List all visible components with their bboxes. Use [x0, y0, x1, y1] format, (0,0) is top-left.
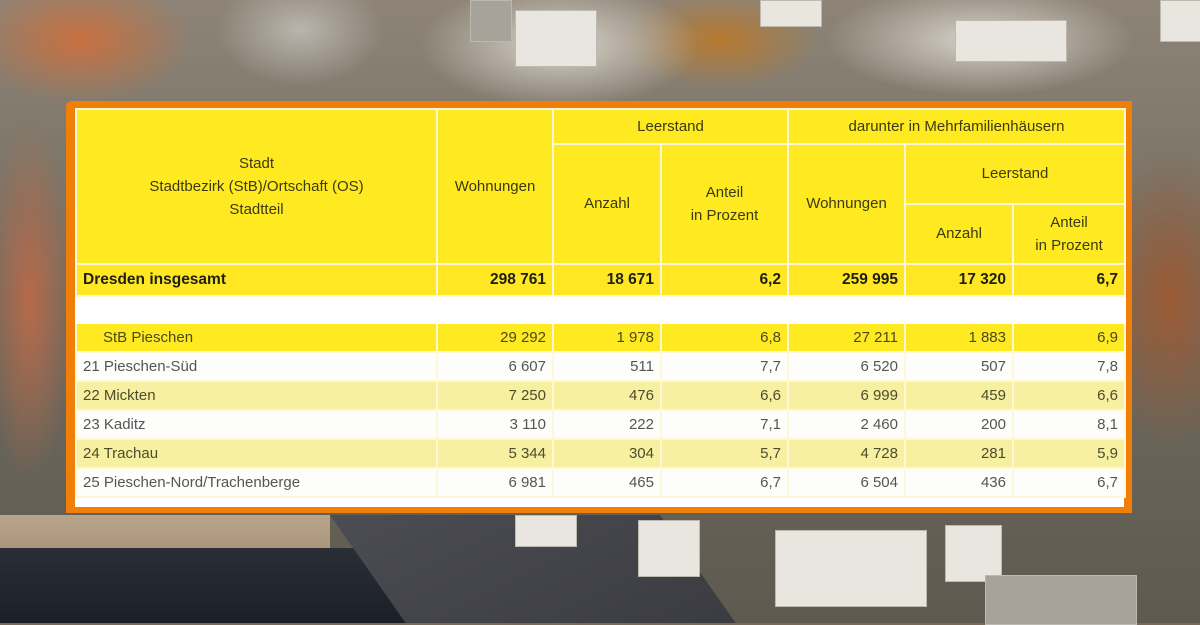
row-mfh-leer-anteil: 7,8	[1011, 351, 1127, 382]
row-mfh-wohnungen: 2 460	[787, 409, 906, 440]
row-leer-anzahl: 511	[552, 351, 662, 382]
row-leer-anzahl: 476	[552, 380, 662, 411]
building	[775, 530, 927, 607]
row-label: StB Pieschen	[75, 322, 438, 353]
total-mfh-wohnungen: 259 995	[787, 263, 906, 297]
row-mfh-leer-anzahl: 281	[904, 438, 1014, 469]
header-anteil-line2: in Prozent	[690, 207, 759, 224]
total-leer-anteil: 6,2	[660, 263, 789, 297]
row-label: 22 Mickten	[75, 380, 438, 411]
row-mfh-wohnungen: 6 520	[787, 351, 906, 382]
header-leer-anteil: Anteil in Prozent	[660, 143, 789, 265]
building	[638, 520, 700, 577]
table-row: 23 Kaditz 3 110 222 7,1 2 460 200 8,1	[75, 409, 1127, 440]
row-leer-anzahl: 304	[552, 438, 662, 469]
row-wohnungen: 3 110	[436, 409, 554, 440]
header-mfh-anteil: Anteil in Prozent	[1011, 203, 1127, 265]
table-row: 25 Pieschen-Nord/Trachenberge 6 981 465 …	[75, 467, 1127, 498]
building	[1160, 0, 1200, 42]
housing-vacancy-table: Stadt Stadtbezirk (StB)/Ortschaft (OS) S…	[74, 108, 1127, 507]
row-mfh-leer-anzahl: 436	[904, 467, 1014, 498]
row-mfh-leer-anteil: 6,9	[1011, 322, 1127, 353]
row-wohnungen: 5 344	[436, 438, 554, 469]
row-mfh-leer-anteil: 6,6	[1011, 380, 1127, 411]
data-table: Stadt Stadtbezirk (StB)/Ortschaft (OS) S…	[74, 108, 1127, 498]
header-region: Stadt Stadtbezirk (StB)/Ortschaft (OS) S…	[75, 108, 438, 265]
row-leer-anteil: 7,7	[660, 351, 789, 382]
building	[955, 20, 1067, 62]
building	[515, 10, 597, 67]
total-label: Dresden insgesamt	[75, 263, 438, 297]
row-leer-anteil: 6,6	[660, 380, 789, 411]
header-stadtbezirk: Stadtbezirk (StB)/Ortschaft (OS)	[149, 178, 364, 195]
row-leer-anteil: 6,8	[660, 322, 789, 353]
building	[470, 0, 512, 42]
row-leer-anzahl: 1 978	[552, 322, 662, 353]
table-row: 24 Trachau 5 344 304 5,7 4 728 281 5,9	[75, 438, 1127, 469]
row-wohnungen: 6 981	[436, 467, 554, 498]
row-mfh-wohnungen: 4 728	[787, 438, 906, 469]
table-row: StB Pieschen 29 292 1 978 6,8 27 211 1 8…	[75, 322, 1127, 353]
building	[985, 575, 1137, 625]
row-mfh-leer-anzahl: 1 883	[904, 322, 1014, 353]
row-mfh-leer-anteil: 8,1	[1011, 409, 1127, 440]
header-leerstand-group: Leerstand	[552, 108, 789, 145]
row-label: 24 Trachau	[75, 438, 438, 469]
header-mfh-anteil-line1: Anteil	[1050, 214, 1088, 231]
row-wohnungen: 6 607	[436, 351, 554, 382]
row-mfh-leer-anzahl: 507	[904, 351, 1014, 382]
total-wohnungen: 298 761	[436, 263, 554, 297]
row-mfh-wohnungen: 6 504	[787, 467, 906, 498]
row-leer-anzahl: 222	[552, 409, 662, 440]
row-wohnungen: 29 292	[436, 322, 554, 353]
row-mfh-leer-anteil: 6,7	[1011, 467, 1127, 498]
table-row: 21 Pieschen-Süd 6 607 511 7,7 6 520 507 …	[75, 351, 1127, 382]
row-leer-anteil: 5,7	[660, 438, 789, 469]
header-mfh-leerstand-group: Leerstand	[903, 143, 1127, 205]
header-anteil-line1: Anteil	[705, 184, 744, 201]
building	[760, 0, 822, 27]
header-stadt: Stadt	[238, 155, 275, 172]
row-mfh-wohnungen: 6 999	[787, 380, 906, 411]
row-mfh-leer-anteil: 5,9	[1011, 438, 1127, 469]
building	[515, 515, 577, 547]
row-leer-anteil: 6,7	[660, 467, 789, 498]
spacer-row	[74, 295, 1127, 324]
header-mfh-wohnungen: Wohnungen	[787, 143, 906, 265]
header-stadtteil: Stadtteil	[229, 201, 284, 218]
spacer-cell	[74, 295, 1127, 324]
row-label: 25 Pieschen-Nord/Trachenberge	[75, 467, 438, 498]
total-mfh-leer-anteil: 6,7	[1011, 263, 1127, 297]
table-row: 22 Mickten 7 250 476 6,6 6 999 459 6,6	[75, 380, 1127, 411]
total-mfh-leer-anzahl: 17 320	[904, 263, 1014, 297]
building	[945, 525, 1002, 582]
row-leer-anteil: 7,1	[660, 409, 789, 440]
row-wohnungen: 7 250	[436, 380, 554, 411]
row-mfh-wohnungen: 27 211	[787, 322, 906, 353]
row-label: 23 Kaditz	[75, 409, 438, 440]
header-mfh-anzahl: Anzahl	[904, 203, 1014, 265]
total-row: Dresden insgesamt 298 761 18 671 6,2 259…	[75, 263, 1127, 297]
row-label: 21 Pieschen-Süd	[75, 351, 438, 382]
row-leer-anzahl: 465	[552, 467, 662, 498]
header-mfh-group: darunter in Mehrfamilienhäusern	[786, 108, 1127, 145]
header-wohnungen: Wohnungen	[436, 108, 554, 265]
header-leer-anzahl: Anzahl	[552, 143, 662, 265]
header-mfh-anteil-line2: in Prozent	[1035, 237, 1103, 254]
row-mfh-leer-anzahl: 200	[904, 409, 1014, 440]
row-mfh-leer-anzahl: 459	[904, 380, 1014, 411]
total-leer-anzahl: 18 671	[552, 263, 662, 297]
